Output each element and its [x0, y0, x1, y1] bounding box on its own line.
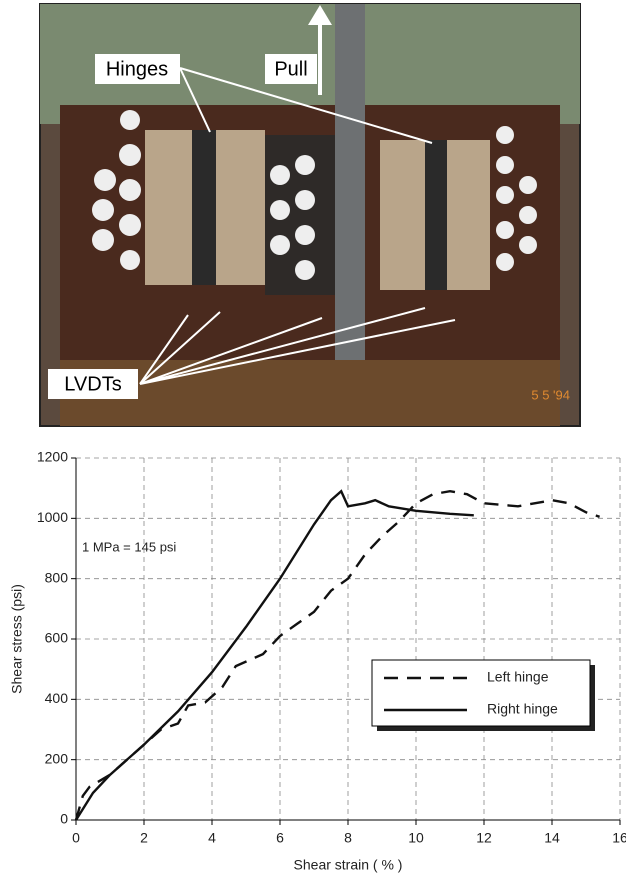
photo: Hinges Pull LVDTs 5 5 '94 [39, 3, 581, 427]
date-stamp: 5 5 '94 [531, 387, 570, 402]
y-tick-label: 600 [45, 630, 69, 646]
photo-label: LVDTs [64, 373, 121, 395]
x-tick-label: 12 [476, 830, 492, 846]
photo-label: Hinges [106, 58, 168, 80]
chart: Shear strain ( % ) Shear stress (psi) 1 … [9, 449, 626, 873]
x-tick-label: 16 [612, 830, 626, 846]
legend-label: Left hinge [487, 669, 549, 685]
x-tick-label: 2 [140, 830, 148, 846]
bolts [92, 110, 537, 280]
y-tick-label: 1000 [37, 509, 68, 525]
base [60, 360, 560, 426]
x-tick-label: 14 [544, 830, 560, 846]
label-box [265, 54, 317, 84]
pull-rod [335, 4, 365, 426]
x-tick-label: 8 [344, 830, 352, 846]
arrows [139, 67, 456, 385]
label-box [95, 54, 180, 84]
pull-arrow [308, 5, 332, 95]
y-tick-label: 400 [45, 690, 69, 706]
y-tick-label: 1200 [37, 449, 68, 465]
x-tick-label: 10 [408, 830, 424, 846]
annotation: 1 MPa = 145 psi [82, 539, 176, 554]
hinge [192, 130, 216, 285]
x-tick-label: 4 [208, 830, 216, 846]
x-axis-title: Shear strain ( % ) [294, 857, 403, 873]
x-tick-label: 0 [72, 830, 80, 846]
label-box [48, 369, 138, 399]
series-line [74, 489, 474, 821]
x-tick-label: 6 [276, 830, 284, 846]
photo-label: Pull [274, 58, 307, 80]
y-tick-label: 0 [60, 811, 68, 827]
hinge [425, 140, 447, 290]
y-axis-title: Shear stress (psi) [9, 584, 25, 694]
legend [371, 659, 591, 727]
y-tick-label: 200 [45, 750, 69, 766]
y-tick-label: 800 [45, 569, 69, 585]
legend-label: Right hinge [487, 701, 558, 717]
